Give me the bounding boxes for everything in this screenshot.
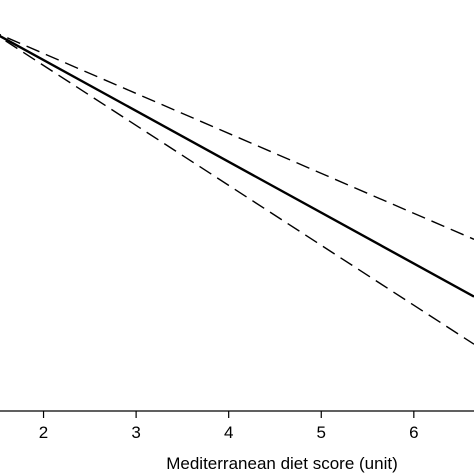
plot-lines <box>0 33 474 345</box>
lower-ci-dashed-line <box>0 36 474 345</box>
x-tick-label-6: 6 <box>409 423 418 442</box>
x-ticks: 2 3 4 5 6 <box>39 411 419 442</box>
x-tick-label-2: 2 <box>39 423 48 442</box>
x-tick-label-3: 3 <box>131 423 140 442</box>
x-tick-label-4: 4 <box>224 423 233 442</box>
estimate-solid-line <box>0 34 474 298</box>
x-tick-label-5: 5 <box>317 423 326 442</box>
upper-ci-dashed-line <box>0 33 474 240</box>
x-axis-title: Mediterranean diet score (unit) <box>166 454 398 473</box>
